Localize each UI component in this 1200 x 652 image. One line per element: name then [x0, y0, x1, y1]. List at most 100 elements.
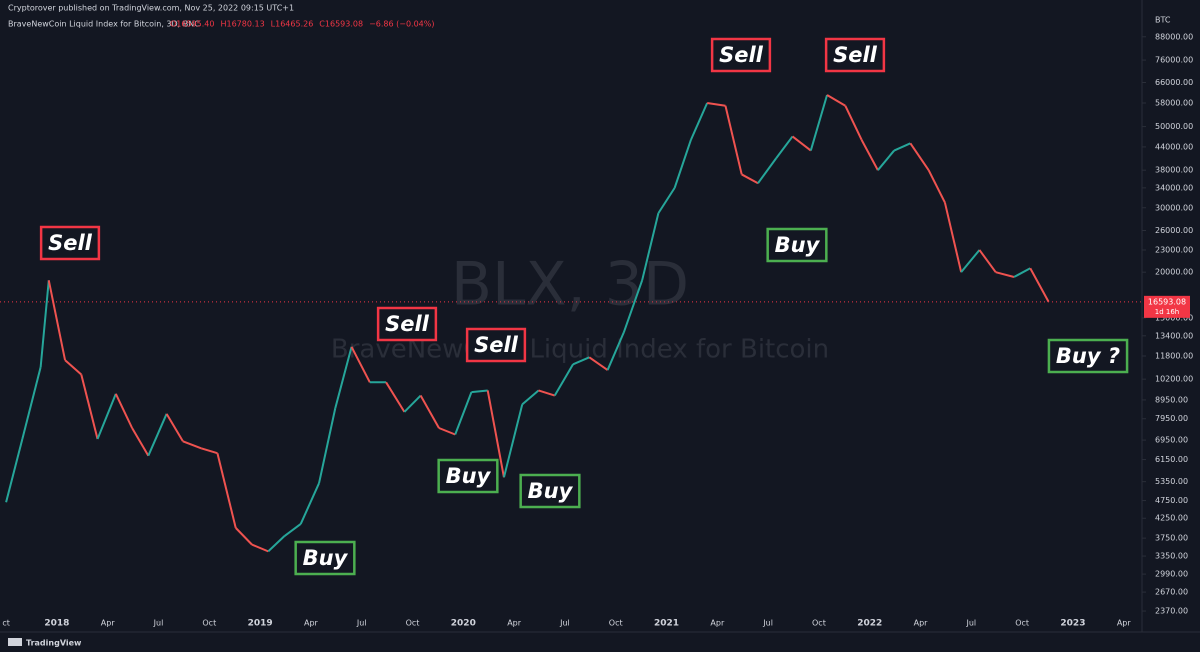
y-tick-label: 2370.00: [1155, 607, 1188, 616]
logo: [8, 638, 22, 646]
price-segment: [283, 523, 302, 537]
signal-box: Buy: [437, 458, 499, 494]
y-tick-label: 2990.00: [1155, 570, 1188, 579]
price-segment: [606, 331, 625, 371]
y-tick-label: 3750.00: [1155, 534, 1188, 543]
signal-box: Buy ?: [1047, 338, 1129, 374]
price-segment: [809, 94, 829, 151]
y-tick-label: 8950.00: [1155, 395, 1188, 404]
signal-label: Sell: [833, 43, 878, 67]
price-segment: [318, 407, 337, 484]
price-segment: [385, 381, 406, 413]
y-tick-label: 26000.00: [1155, 226, 1193, 235]
price-segment: [689, 102, 709, 141]
signal-border: [519, 473, 581, 509]
countdown: 1d 16h: [1155, 308, 1179, 316]
signal-border: [766, 227, 828, 263]
price-segment: [251, 543, 269, 553]
y-tick-label: 2670.00: [1155, 588, 1188, 597]
signal-border: [437, 458, 499, 494]
price-segment: [673, 139, 692, 189]
signal-label: Buy: [446, 464, 492, 488]
y-tick-label: 34000.00: [1155, 183, 1193, 192]
y-tick-label: 20000.00: [1155, 268, 1193, 277]
price-segment: [657, 187, 676, 214]
price-segment: [844, 105, 863, 141]
price-segment: [114, 393, 133, 429]
x-tick-label: Jul: [153, 619, 164, 628]
signal-label: Sell: [48, 231, 93, 255]
price-segment: [96, 393, 117, 440]
price-segment: [334, 346, 353, 409]
price-segment: [1013, 267, 1031, 278]
x-tick-label: 2019: [248, 619, 273, 629]
legend-value: C16593.08: [319, 20, 363, 29]
footer: TradingView: [26, 639, 82, 648]
signal-border: [39, 225, 101, 261]
price-segment: [471, 389, 488, 394]
price-segment: [131, 427, 150, 457]
legend-value: O16595.40: [170, 20, 214, 29]
price-segment: [826, 94, 846, 107]
signal-box: Buy: [766, 227, 828, 263]
x-tick-label: Jul: [966, 619, 977, 628]
price-segment: [757, 157, 778, 184]
price-segment: [64, 359, 82, 376]
price-segment: [182, 440, 202, 450]
y-tick-label: 7950.00: [1155, 414, 1188, 423]
price-segment: [454, 391, 473, 435]
price-segment: [943, 202, 963, 273]
signal-label: Sell: [474, 333, 519, 357]
x-tick-label: Oct: [609, 619, 623, 628]
y-tick-label: 6950.00: [1155, 436, 1188, 445]
signal-border: [376, 306, 438, 342]
y-tick-label: 6150.00: [1155, 455, 1188, 464]
price-segment: [588, 356, 609, 371]
price-segment: [235, 527, 253, 546]
price-segment: [572, 356, 590, 366]
x-tick-label: Apr: [507, 619, 522, 628]
x-tick-label: 2018: [44, 619, 69, 629]
price-segment: [538, 389, 556, 397]
price-segment: [927, 169, 946, 203]
y-tick-label: 10200.00: [1155, 375, 1193, 384]
price-segment: [5, 438, 24, 503]
price-segment: [893, 142, 911, 152]
legend-title: BraveNewCoin Liquid Index for Bitcoin, 3…: [8, 20, 200, 29]
y-tick-label: 4250.00: [1155, 514, 1188, 523]
x-tick-label: Jul: [356, 619, 367, 628]
y-tick-label: 66000.00: [1155, 78, 1193, 87]
signal-box: Sell: [710, 37, 772, 73]
signal-border: [294, 540, 356, 576]
x-tick-label: Apr: [1117, 619, 1132, 628]
y-unit: BTC: [1155, 16, 1171, 25]
price-segment: [553, 363, 574, 397]
price-segment: [350, 346, 371, 383]
y-tick-label: 13400.00: [1155, 331, 1193, 340]
y-tick-label: 3350.00: [1155, 552, 1188, 561]
price-segment: [403, 394, 422, 413]
x-tick-label: Apr: [914, 619, 929, 628]
header: Cryptorover published on TradingView.com…: [8, 4, 294, 13]
y-tick-label: 58000.00: [1155, 99, 1193, 108]
price-segment: [21, 366, 42, 440]
price-segment: [80, 374, 99, 440]
price-segment: [791, 135, 812, 152]
x-tick-label: Apr: [101, 619, 116, 628]
signal-box: Buy: [519, 473, 581, 509]
y-tick-label: 23000.00: [1155, 245, 1193, 254]
price-segment: [39, 280, 50, 368]
y-tick-label: 30000.00: [1155, 203, 1193, 212]
price-segment: [47, 280, 67, 361]
legend-value: −6.86 (−0.04%): [369, 20, 434, 29]
price-segment: [486, 390, 505, 478]
x-tick-label: Oct: [406, 619, 420, 628]
price-segment: [909, 142, 930, 171]
signal-label: Buy: [303, 546, 349, 570]
price-tag: [1144, 295, 1190, 318]
price-segment: [877, 149, 895, 171]
y-tick-label: 50000.00: [1155, 122, 1193, 131]
price-segment: [147, 413, 168, 457]
